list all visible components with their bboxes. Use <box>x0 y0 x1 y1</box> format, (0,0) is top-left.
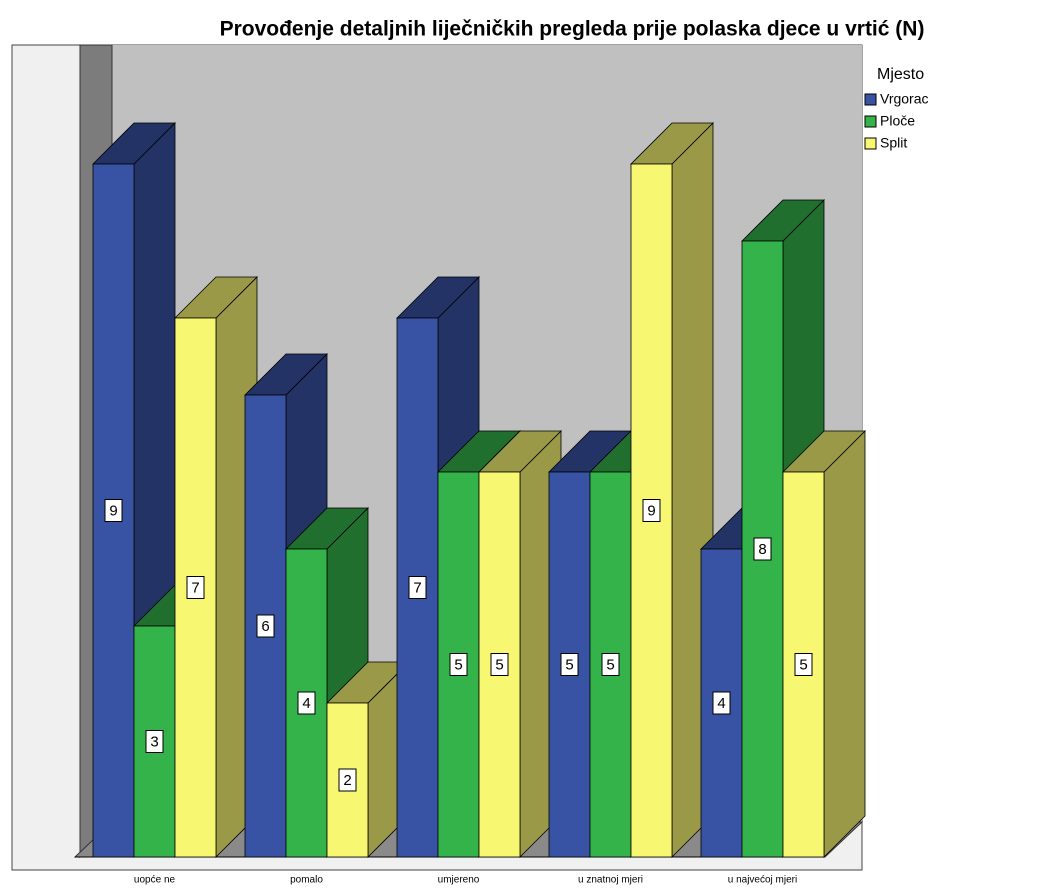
value-label-box <box>145 730 164 753</box>
x-tick-label: uopće ne <box>134 875 176 886</box>
bar-side <box>823 430 866 858</box>
value-label-box <box>642 499 661 522</box>
value-label: 7 <box>413 579 421 596</box>
value-label: 7 <box>191 579 199 596</box>
value-label-box <box>338 768 357 792</box>
value-label-box <box>186 576 205 599</box>
legend-label: Split <box>880 135 907 151</box>
value-label: 5 <box>799 656 807 673</box>
x-tick-label: u znatnoj mjeri <box>578 875 643 886</box>
bar <box>133 625 176 858</box>
x-tick-label: umjereno <box>438 875 480 886</box>
value-label: 6 <box>261 618 269 635</box>
value-label-box <box>712 691 731 715</box>
legend-label: Vrgorac <box>880 91 929 107</box>
value-label: 4 <box>717 695 725 712</box>
value-label: 4 <box>302 695 310 712</box>
x-tick-label: u najvećoj mjeri <box>728 875 797 886</box>
value-label-box <box>297 691 316 715</box>
value-label: 9 <box>647 502 655 519</box>
x-tick-label: pomalo <box>290 875 323 886</box>
value-label: 5 <box>606 656 614 673</box>
value-label-box <box>794 653 813 676</box>
value-label-box <box>753 537 772 561</box>
value-label: 5 <box>454 656 462 673</box>
chart-title: Provođenje detaljnih liječničkih pregled… <box>220 18 925 41</box>
value-label: 9 <box>109 502 117 519</box>
value-label-box <box>601 653 620 676</box>
legend-label: Ploče <box>880 113 915 129</box>
value-label-box <box>104 499 123 522</box>
value-label-box <box>408 576 427 599</box>
value-label: 2 <box>343 772 351 789</box>
value-label-box <box>256 614 275 638</box>
legend-swatch <box>864 115 877 128</box>
value-label: 5 <box>565 656 573 673</box>
value-label-box <box>560 653 579 676</box>
bar <box>782 471 825 858</box>
value-label: 5 <box>495 656 503 673</box>
value-label-box <box>490 653 509 676</box>
legend-swatch <box>864 93 877 106</box>
legend-title: Mjesto <box>877 66 924 83</box>
value-label-box <box>449 653 468 676</box>
value-label: 3 <box>150 733 158 750</box>
value-label: 8 <box>758 541 766 558</box>
legend-swatch <box>864 137 877 150</box>
